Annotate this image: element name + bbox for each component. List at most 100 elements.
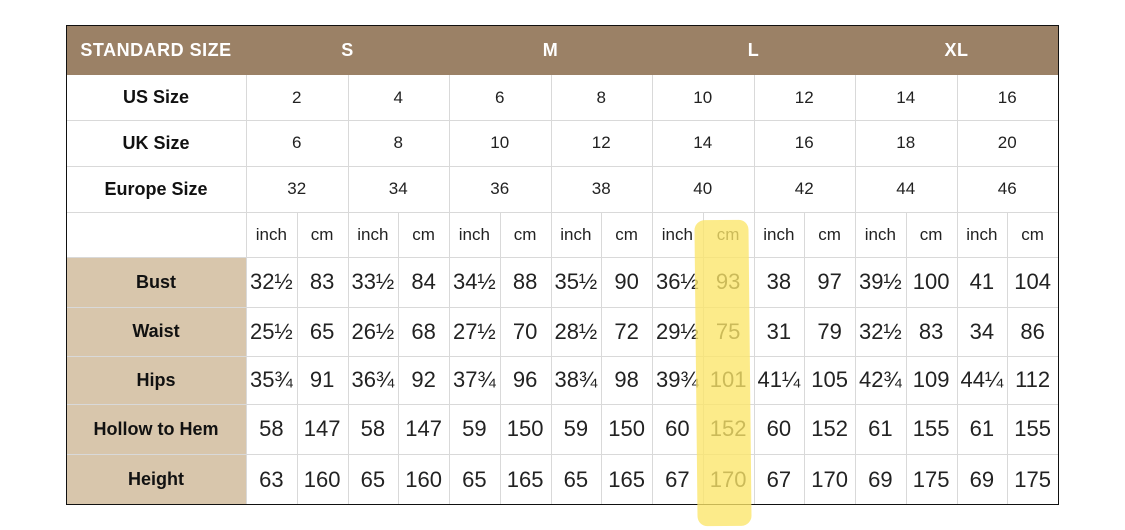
measurement-value-cell: 41 <box>969 269 995 294</box>
size-value-cell: 10 <box>693 87 713 107</box>
measurement-value-cell: 83 <box>918 318 944 344</box>
measurement-value-cell: 109 <box>912 367 950 392</box>
size-group-header: XL <box>944 39 969 60</box>
size-value-cell: 14 <box>693 133 713 152</box>
measurement-value-cell: 26½ <box>351 318 395 344</box>
size-value-cell: 18 <box>896 133 916 152</box>
grid-line-horizontal <box>66 356 1058 357</box>
measurement-value-cell: 84 <box>411 269 436 294</box>
measurement-row-label: Hollow to Hem <box>66 404 246 454</box>
measurement-value-cell: 68 <box>411 318 436 344</box>
size-value-cell: 2 <box>292 87 302 107</box>
size-group-header: M <box>542 39 559 60</box>
measurement-value-cell: 38 <box>766 269 792 294</box>
measurement-value-cell: 165 <box>506 466 544 492</box>
grid-line-vertical <box>449 75 450 505</box>
unit-header-cell: inch <box>966 224 998 244</box>
measurement-value-cell: 175 <box>912 466 950 492</box>
measurement-value-cell: 96 <box>512 367 538 392</box>
size-value-cell: 36 <box>490 179 510 198</box>
measurement-value-cell: 39¾ <box>655 367 699 392</box>
measurement-value-cell: 34 <box>969 318 995 344</box>
unit-header-cell: inch <box>255 224 287 244</box>
measurement-value-cell: 160 <box>303 466 341 492</box>
measurement-value-cell: 86 <box>1020 318 1045 344</box>
unit-header-cell: inch <box>357 224 389 244</box>
grid-line-horizontal <box>66 166 1058 167</box>
measurement-value-cell: 36½ <box>655 269 699 294</box>
size-value-cell: 6 <box>495 87 505 107</box>
measurement-value-cell: 150 <box>506 416 544 441</box>
unit-header-cell: inch <box>864 224 896 244</box>
grid-line-vertical <box>804 212 806 505</box>
measurement-value-cell: 34½ <box>452 269 496 294</box>
measurement-value-cell: 67 <box>665 466 690 492</box>
unit-header-cell: cm <box>615 224 638 244</box>
measurement-value-cell: 155 <box>1014 416 1051 441</box>
measurement-value-cell: 72 <box>614 318 639 344</box>
measurement-value-cell: 59 <box>563 416 589 441</box>
measurement-value-cell: 36¾ <box>351 367 395 392</box>
measurement-row-label: Waist <box>66 307 246 356</box>
measurement-value-cell: 31 <box>766 318 792 344</box>
size-value-cell: 4 <box>393 87 403 107</box>
measurement-value-cell: 33½ <box>351 269 395 294</box>
measurement-value-cell: 65 <box>462 466 487 492</box>
size-row-label: UK Size <box>122 132 190 153</box>
measurement-value-cell: 60 <box>665 416 690 441</box>
header-title: STANDARD SIZE <box>80 39 232 60</box>
unit-header-cell: cm <box>818 224 841 244</box>
grid-line-vertical <box>296 212 298 505</box>
measurement-value-cell: 41¼ <box>757 367 801 392</box>
size-value-cell: 16 <box>997 87 1017 107</box>
measurement-value-cell: 112 <box>1015 367 1051 392</box>
unit-header-cell: cm <box>310 224 334 244</box>
measurement-value-cell: 58 <box>360 416 386 441</box>
measurement-value-cell: 150 <box>608 416 645 441</box>
measurement-value-cell: 35½ <box>554 269 598 294</box>
size-value-cell: 8 <box>596 87 606 107</box>
measurement-value-cell: 28½ <box>554 318 598 344</box>
measurement-value-cell: 61 <box>969 416 995 441</box>
size-value-cell: 38 <box>591 179 611 198</box>
size-value-cell: 46 <box>997 179 1017 198</box>
measurement-value-cell: 104 <box>1014 269 1051 294</box>
size-value-cell: 6 <box>292 133 302 152</box>
unit-header-cell: cm <box>513 224 537 244</box>
size-value-cell: 10 <box>490 133 510 152</box>
measurement-value-cell: 67 <box>766 466 792 492</box>
size-chart-table: STANDARD SIZE S M L XL US Size 2 4 6 8 10 12 14 16 UK … <box>66 25 1059 505</box>
measurement-value-cell: 147 <box>405 416 442 441</box>
measurement-value-cell: 32½ <box>858 318 902 344</box>
grid-line-horizontal <box>66 307 1058 308</box>
unit-header-cell: inch <box>763 224 795 244</box>
size-value-cell: 42 <box>794 179 814 198</box>
unit-header-cell: inch <box>458 224 490 244</box>
grid-line-vertical <box>855 75 856 505</box>
measurement-value-cell: 155 <box>912 416 950 441</box>
measurement-value-cell: 65 <box>309 318 335 344</box>
measurement-value-cell: 65 <box>563 466 589 492</box>
measurement-value-cell: 170 <box>811 466 848 492</box>
measurement-value-cell: 69 <box>969 466 995 492</box>
measurement-value-cell: 105 <box>811 367 848 392</box>
measurement-value-cell: 63 <box>259 466 284 492</box>
measurement-value-cell: 25½ <box>249 318 293 344</box>
grid-line-vertical <box>499 212 501 505</box>
measurement-value-cell: 147 <box>303 416 341 441</box>
measurement-value-cell: 29½ <box>655 318 699 344</box>
grid-line-horizontal <box>66 212 1058 213</box>
measurement-value-cell: 59 <box>462 416 487 441</box>
measurement-value-cell: 88 <box>512 269 538 294</box>
grid-line-vertical <box>652 75 653 505</box>
size-value-cell: 8 <box>393 133 403 152</box>
measurement-value-cell: 90 <box>614 269 639 294</box>
unit-header-cell: cm <box>919 224 943 244</box>
size-group-header: S <box>341 39 354 60</box>
grid-line-vertical <box>753 75 755 505</box>
unit-header-cell: inch <box>560 224 592 244</box>
measurement-value-cell: 83 <box>309 269 335 294</box>
size-row-label: Europe Size <box>104 178 208 199</box>
measurement-value-cell: 35¾ <box>249 367 293 392</box>
measurement-row-label: Hips <box>66 356 246 404</box>
